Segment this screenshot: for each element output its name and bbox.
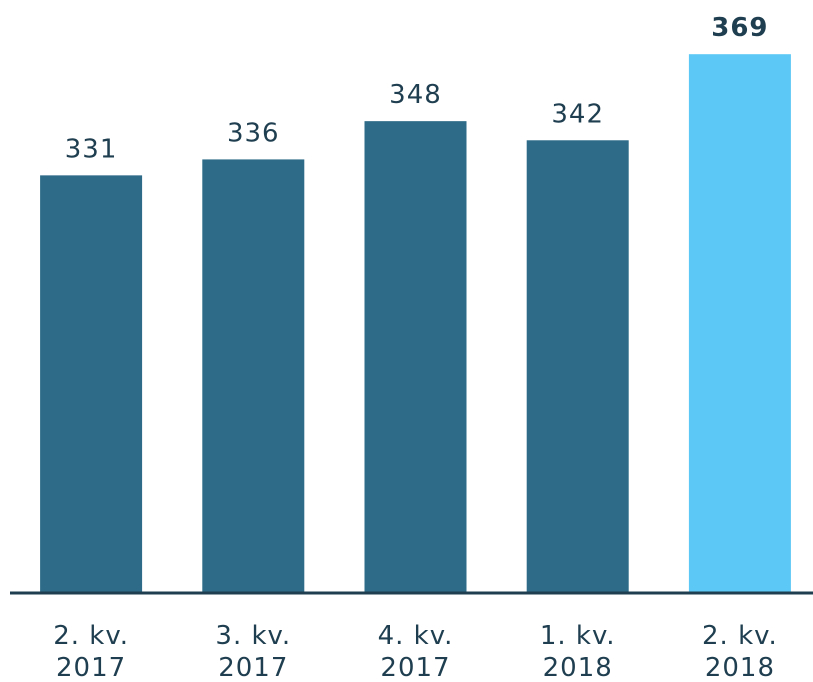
x-tick-label: 3. kv. 2017: [215, 621, 291, 682]
x-tick-label: 2. kv. 2017: [53, 621, 129, 682]
bar: [364, 121, 467, 593]
value-label: 336: [227, 118, 280, 148]
value-label: 348: [389, 80, 442, 110]
bar: [202, 159, 305, 593]
bar: [526, 140, 629, 593]
bar: [40, 175, 143, 593]
bar: [688, 54, 791, 594]
x-tick-label: 4. kv. 2017: [378, 621, 454, 682]
value-label: 369: [711, 13, 768, 43]
value-label: 342: [551, 99, 604, 129]
value-label: 331: [65, 134, 118, 164]
x-tick-label: 1. kv. 2018: [540, 621, 616, 682]
x-tick-label: 2. kv. 2018: [702, 621, 778, 682]
